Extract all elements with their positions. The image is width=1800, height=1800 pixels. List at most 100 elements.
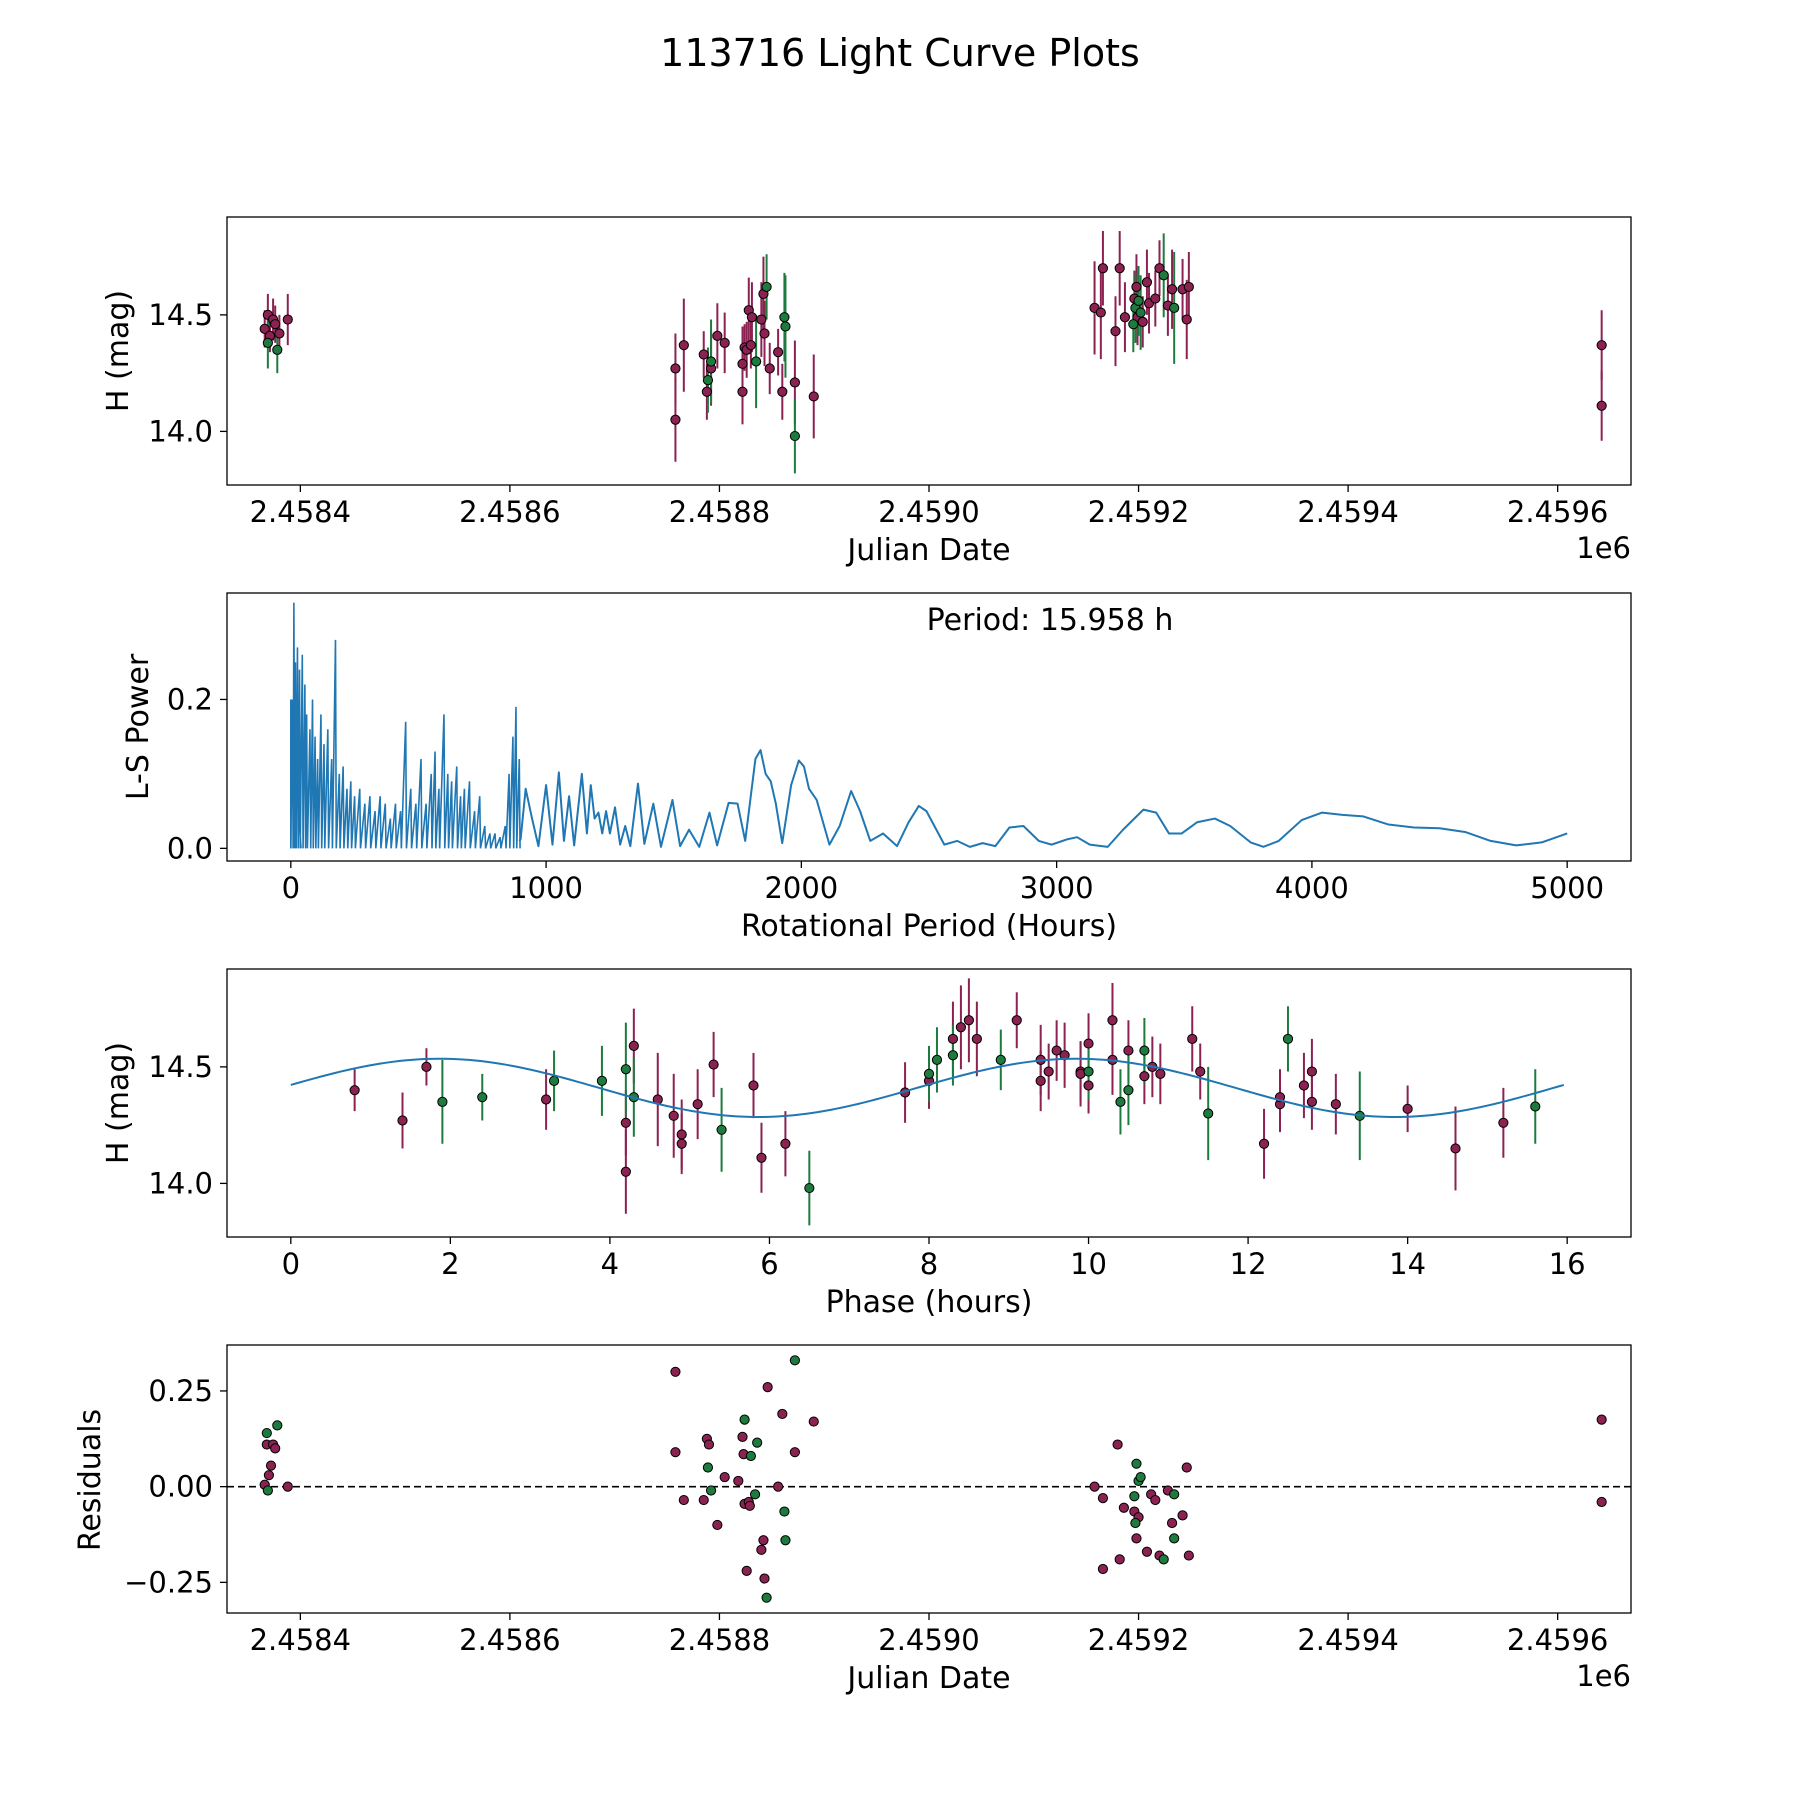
lightcurve-point-r (1110, 326, 1121, 337)
residuals-point-r (759, 1573, 770, 1584)
lightcurve-point-r (1596, 400, 1607, 411)
phased-point-r (1402, 1103, 1413, 1114)
residuals-offset-label: 1e6 (1576, 1659, 1631, 1693)
phased-point-g (477, 1092, 488, 1103)
residuals-point-g (779, 1506, 790, 1517)
phased-point-r (1330, 1099, 1341, 1110)
phased-point-r (971, 1033, 982, 1045)
residuals-point-r (1177, 1510, 1188, 1521)
lightcurve-point-r (1183, 281, 1194, 293)
phased-point-r (947, 1033, 959, 1045)
lightcurve-point-r (670, 414, 681, 425)
phased-xtick-label: 14 (1389, 1247, 1426, 1281)
phased-point-r (1107, 1015, 1118, 1026)
phased-point-r (620, 1166, 631, 1177)
phased-point-g (596, 1075, 608, 1086)
lightcurve-ylabel: H (mag) (101, 290, 136, 412)
lightcurve-point-r (1181, 314, 1192, 325)
residuals-point-r (741, 1565, 752, 1576)
lightcurve-frame (226, 216, 1632, 486)
phased-xtick-label: 4 (601, 1247, 619, 1281)
phased-point-r (1195, 1066, 1206, 1077)
residuals-point-g (705, 1485, 717, 1496)
residuals-point-g (1158, 1554, 1169, 1565)
phased-point-r (397, 1115, 408, 1126)
lightcurve-point-r (701, 386, 712, 397)
residuals-point-r (703, 1439, 715, 1450)
phased-xtick-label: 2 (441, 1247, 459, 1281)
residuals-point-r (1131, 1533, 1142, 1544)
lightcurve-point-r (1150, 293, 1161, 304)
residuals-point-r (1181, 1462, 1192, 1473)
residuals-point-r (670, 1447, 681, 1458)
lightcurve-ticks: 2.4584 2.4586 2.4588 2.4590 2.4592 2.4594 2.45… (148, 298, 1608, 529)
periodogram-ytick-label: 0.2 (167, 682, 213, 716)
phased-point-r (1498, 1117, 1509, 1128)
residuals-point-r (1114, 1554, 1125, 1565)
phased-point-r (1298, 1080, 1310, 1091)
phased-point-r (955, 1022, 967, 1033)
lightcurve-point-g (779, 312, 790, 323)
phased-point-r (1139, 1071, 1150, 1082)
lightcurve-point-r (1114, 263, 1125, 274)
periodogram-line (518, 749, 1568, 848)
figure-title: 113716 Light Curve Plots (660, 31, 1140, 75)
lightcurve-ytick-label: 14.0 (148, 414, 213, 448)
phased-point-g (437, 1096, 448, 1107)
lightcurve-xtick-label: 2.4590 (878, 495, 979, 529)
residuals-point-r (744, 1500, 755, 1511)
residuals-point-r (670, 1366, 681, 1377)
lightcurve-point-r (756, 314, 767, 325)
phased-point-g (923, 1068, 935, 1079)
residuals-point-g (272, 1420, 283, 1431)
periodogram-ylabel: L-S Power (121, 653, 156, 800)
periodogram-ticks: 0 1000 2000 3000 4000 5000 0.0 0.2 (167, 682, 1604, 905)
phased-panel: 0 2 4 6 8 10 12 14 16 14.0 14.5 Phase (hours) H (m… (101, 968, 1632, 1320)
periodogram-ytick-label: 0.0 (167, 831, 213, 865)
periodogram-xtick-label: 0 (282, 871, 300, 905)
phased-point-r (708, 1059, 719, 1070)
phased-point-r (1123, 1045, 1134, 1056)
phased-point-g (1083, 1066, 1094, 1077)
lightcurve-point-g (702, 375, 714, 386)
phased-point-r (1051, 1045, 1062, 1056)
lightcurve-point-g (761, 281, 772, 293)
phased-point-g (947, 1050, 959, 1061)
residuals-point-r (1596, 1414, 1607, 1425)
residuals-panel: 2.4584 2.4586 2.4588 2.4590 2.4592 2.4594 2.45… (73, 1344, 1632, 1696)
periodogram-xtick-label: 5000 (1530, 871, 1604, 905)
periodogram-xtick-label: 2000 (764, 871, 838, 905)
residuals-ytick-label: 0.25 (148, 1374, 213, 1408)
residuals-xtick-label: 2.4596 (1507, 1623, 1608, 1657)
lightcurve-point-r (678, 340, 689, 351)
lightcurve-point-r (259, 323, 270, 334)
residuals-frame (226, 1344, 1632, 1614)
lightcurve-point-r (1166, 284, 1178, 295)
phased-point-r (1450, 1143, 1461, 1154)
phased-point-g (931, 1054, 943, 1065)
lightcurve-point-r (1119, 312, 1131, 323)
lightcurve-point-r (282, 314, 293, 325)
lightcurve-point-r (1137, 316, 1148, 327)
residuals-point-r (756, 1544, 767, 1555)
phased-xtick-label: 6 (760, 1247, 778, 1281)
phased-point-r (540, 1094, 552, 1105)
lightcurve-point-g (1133, 295, 1144, 306)
residuals-point-g (739, 1414, 750, 1425)
phased-point-r (1011, 1015, 1022, 1026)
residuals-xtick-label: 2.4592 (1088, 1623, 1189, 1657)
phased-point-r (1035, 1075, 1046, 1086)
phased-point-r (1258, 1138, 1270, 1149)
phased-point-g (1115, 1096, 1126, 1107)
residuals-xtick-label: 2.4594 (1297, 1623, 1398, 1657)
residuals-point-g (262, 1485, 273, 1496)
periodogram-xtick-label: 1000 (509, 871, 583, 905)
lightcurve-point-r (737, 358, 748, 369)
lightcurve-xtick-label: 2.4592 (1088, 495, 1189, 529)
lightcurve-point-r (719, 337, 730, 348)
residuals-point-r (737, 1431, 748, 1442)
lightcurve-point-r (1141, 277, 1153, 288)
residuals-point-g (1169, 1489, 1180, 1500)
periodogram-xtick-label: 3000 (1020, 871, 1094, 905)
lightcurve-point-g (751, 356, 762, 367)
